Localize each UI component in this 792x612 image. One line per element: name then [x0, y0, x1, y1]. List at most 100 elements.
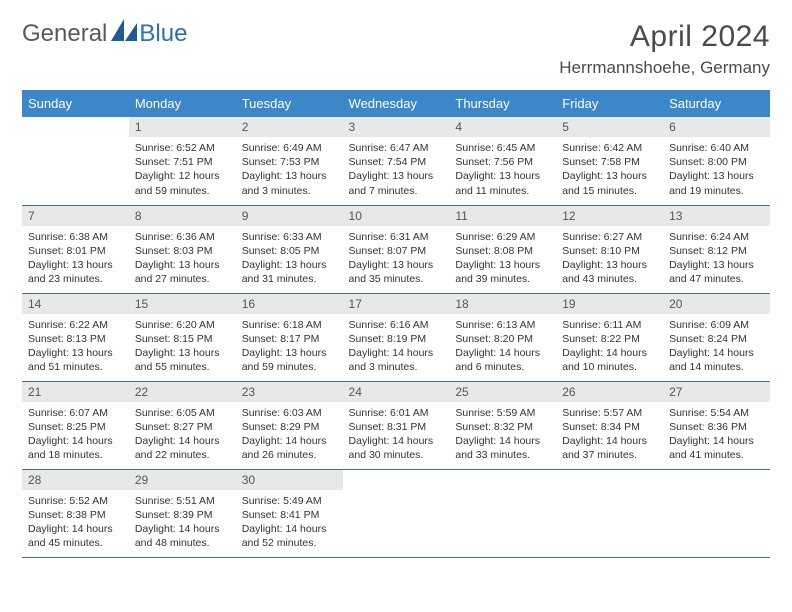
calendar-day-cell: 14Sunrise: 6:22 AMSunset: 8:13 PMDayligh…: [22, 293, 129, 381]
day-number: 9: [236, 206, 343, 226]
calendar-day-cell: 3Sunrise: 6:47 AMSunset: 7:54 PMDaylight…: [343, 117, 450, 205]
day-dl2-line: and 18 minutes.: [28, 448, 123, 462]
day-number: 24: [343, 382, 450, 402]
day-details: Sunrise: 6:31 AMSunset: 8:07 PMDaylight:…: [343, 226, 450, 293]
title-block: April 2024 Herrmannshoehe, Germany: [559, 20, 770, 78]
day-dl1-line: Daylight: 13 hours: [562, 169, 657, 183]
day-details: Sunrise: 6:42 AMSunset: 7:58 PMDaylight:…: [556, 137, 663, 204]
day-sr-line: Sunrise: 5:57 AM: [562, 406, 657, 420]
calendar-day-cell: 30Sunrise: 5:49 AMSunset: 8:41 PMDayligh…: [236, 469, 343, 557]
day-dl1-line: Daylight: 14 hours: [135, 522, 230, 536]
calendar-day-cell: 13Sunrise: 6:24 AMSunset: 8:12 PMDayligh…: [663, 205, 770, 293]
day-dl1-line: Daylight: 12 hours: [135, 169, 230, 183]
day-ss-line: Sunset: 8:34 PM: [562, 420, 657, 434]
day-details: Sunrise: 6:07 AMSunset: 8:25 PMDaylight:…: [22, 402, 129, 469]
calendar-day-cell: 20Sunrise: 6:09 AMSunset: 8:24 PMDayligh…: [663, 293, 770, 381]
day-number: 5: [556, 117, 663, 137]
day-details: Sunrise: 6:36 AMSunset: 8:03 PMDaylight:…: [129, 226, 236, 293]
day-ss-line: Sunset: 8:36 PM: [669, 420, 764, 434]
day-ss-line: Sunset: 8:24 PM: [669, 332, 764, 346]
day-dl2-line: and 37 minutes.: [562, 448, 657, 462]
calendar-header-row: Sunday Monday Tuesday Wednesday Thursday…: [22, 90, 770, 117]
day-dl1-line: Daylight: 13 hours: [28, 258, 123, 272]
calendar-day-cell: 16Sunrise: 6:18 AMSunset: 8:17 PMDayligh…: [236, 293, 343, 381]
day-dl2-line: and 33 minutes.: [455, 448, 550, 462]
day-ss-line: Sunset: 7:53 PM: [242, 155, 337, 169]
day-sr-line: Sunrise: 6:03 AM: [242, 406, 337, 420]
day-dl2-line: and 15 minutes.: [562, 184, 657, 198]
day-dl1-line: Daylight: 14 hours: [28, 434, 123, 448]
calendar-day-cell: 29Sunrise: 5:51 AMSunset: 8:39 PMDayligh…: [129, 469, 236, 557]
day-dl2-line: and 59 minutes.: [135, 184, 230, 198]
day-sr-line: Sunrise: 6:13 AM: [455, 318, 550, 332]
day-details: Sunrise: 6:49 AMSunset: 7:53 PMDaylight:…: [236, 137, 343, 204]
day-details: Sunrise: 6:16 AMSunset: 8:19 PMDaylight:…: [343, 314, 450, 381]
day-details: Sunrise: 5:52 AMSunset: 8:38 PMDaylight:…: [22, 490, 129, 557]
day-ss-line: Sunset: 8:20 PM: [455, 332, 550, 346]
day-dl1-line: Daylight: 13 hours: [242, 346, 337, 360]
day-dl1-line: Daylight: 13 hours: [455, 258, 550, 272]
calendar-day-cell: 19Sunrise: 6:11 AMSunset: 8:22 PMDayligh…: [556, 293, 663, 381]
day-dl1-line: Daylight: 14 hours: [135, 434, 230, 448]
day-number: 21: [22, 382, 129, 402]
day-ss-line: Sunset: 8:07 PM: [349, 244, 444, 258]
day-details: Sunrise: 6:22 AMSunset: 8:13 PMDaylight:…: [22, 314, 129, 381]
calendar-day-cell: 22Sunrise: 6:05 AMSunset: 8:27 PMDayligh…: [129, 381, 236, 469]
day-dl2-line: and 26 minutes.: [242, 448, 337, 462]
day-number: 13: [663, 206, 770, 226]
day-sr-line: Sunrise: 6:07 AM: [28, 406, 123, 420]
calendar-day-cell: 23Sunrise: 6:03 AMSunset: 8:29 PMDayligh…: [236, 381, 343, 469]
logo-text-general: General: [22, 20, 107, 48]
day-ss-line: Sunset: 8:03 PM: [135, 244, 230, 258]
calendar-day-cell: 11Sunrise: 6:29 AMSunset: 8:08 PMDayligh…: [449, 205, 556, 293]
day-dl2-line: and 22 minutes.: [135, 448, 230, 462]
calendar-day-cell: [556, 469, 663, 557]
day-dl1-line: Daylight: 13 hours: [669, 169, 764, 183]
day-ss-line: Sunset: 8:27 PM: [135, 420, 230, 434]
day-dl1-line: Daylight: 13 hours: [242, 169, 337, 183]
calendar-day-cell: 8Sunrise: 6:36 AMSunset: 8:03 PMDaylight…: [129, 205, 236, 293]
day-dl2-line: and 48 minutes.: [135, 536, 230, 550]
day-dl2-line: and 41 minutes.: [669, 448, 764, 462]
day-ss-line: Sunset: 8:39 PM: [135, 508, 230, 522]
calendar-day-cell: [449, 469, 556, 557]
day-ss-line: Sunset: 7:51 PM: [135, 155, 230, 169]
calendar-day-cell: 9Sunrise: 6:33 AMSunset: 8:05 PMDaylight…: [236, 205, 343, 293]
day-dl2-line: and 55 minutes.: [135, 360, 230, 374]
calendar-day-cell: 27Sunrise: 5:54 AMSunset: 8:36 PMDayligh…: [663, 381, 770, 469]
location: Herrmannshoehe, Germany: [559, 58, 770, 78]
day-sr-line: Sunrise: 6:47 AM: [349, 141, 444, 155]
day-details: Sunrise: 6:18 AMSunset: 8:17 PMDaylight:…: [236, 314, 343, 381]
day-details: Sunrise: 5:59 AMSunset: 8:32 PMDaylight:…: [449, 402, 556, 469]
calendar-day-cell: 5Sunrise: 6:42 AMSunset: 7:58 PMDaylight…: [556, 117, 663, 205]
day-dl1-line: Daylight: 13 hours: [242, 258, 337, 272]
day-dl1-line: Daylight: 14 hours: [562, 346, 657, 360]
day-number: 23: [236, 382, 343, 402]
weekday-header: Monday: [129, 90, 236, 117]
day-details: Sunrise: 6:29 AMSunset: 8:08 PMDaylight:…: [449, 226, 556, 293]
day-details: Sunrise: 5:57 AMSunset: 8:34 PMDaylight:…: [556, 402, 663, 469]
calendar-day-cell: 6Sunrise: 6:40 AMSunset: 8:00 PMDaylight…: [663, 117, 770, 205]
day-dl1-line: Daylight: 13 hours: [669, 258, 764, 272]
day-number: 8: [129, 206, 236, 226]
day-ss-line: Sunset: 8:19 PM: [349, 332, 444, 346]
day-number: 14: [22, 294, 129, 314]
day-sr-line: Sunrise: 5:51 AM: [135, 494, 230, 508]
calendar-day-cell: [22, 117, 129, 205]
day-number: 12: [556, 206, 663, 226]
day-dl2-line: and 43 minutes.: [562, 272, 657, 286]
day-ss-line: Sunset: 7:54 PM: [349, 155, 444, 169]
calendar-day-cell: 18Sunrise: 6:13 AMSunset: 8:20 PMDayligh…: [449, 293, 556, 381]
day-details: Sunrise: 5:51 AMSunset: 8:39 PMDaylight:…: [129, 490, 236, 557]
day-dl1-line: Daylight: 14 hours: [349, 434, 444, 448]
logo-sail-icon: [111, 19, 137, 46]
day-sr-line: Sunrise: 6:18 AM: [242, 318, 337, 332]
day-dl1-line: Daylight: 14 hours: [669, 346, 764, 360]
day-number: 20: [663, 294, 770, 314]
calendar-page: General Blue April 2024 Herrmannshoehe, …: [0, 0, 792, 578]
day-number: 2: [236, 117, 343, 137]
day-sr-line: Sunrise: 6:38 AM: [28, 230, 123, 244]
day-dl1-line: Daylight: 14 hours: [28, 522, 123, 536]
logo-text-blue: Blue: [139, 20, 187, 48]
day-dl2-line: and 23 minutes.: [28, 272, 123, 286]
